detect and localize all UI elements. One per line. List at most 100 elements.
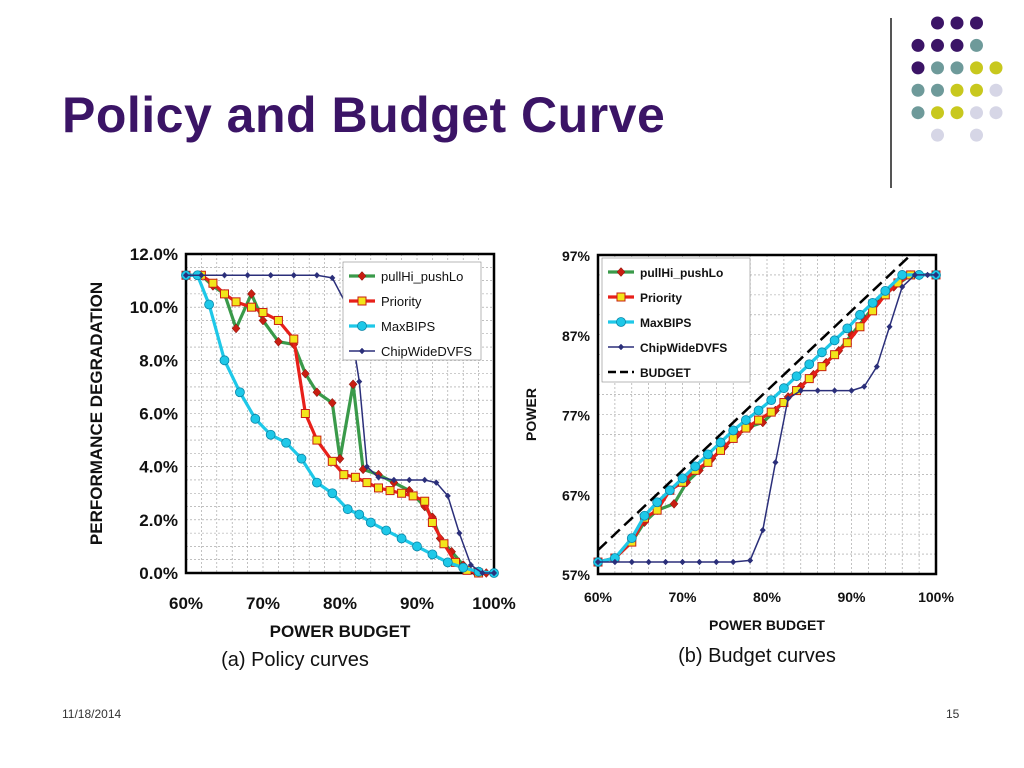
data-point (433, 479, 440, 486)
data-point (728, 433, 738, 443)
x-tick-label: 70% (246, 594, 280, 613)
series-line (186, 273, 495, 575)
data-point (444, 492, 451, 500)
data-point (817, 347, 827, 358)
data-point (385, 486, 395, 496)
data-point (830, 350, 840, 360)
legend-label: pullHi_pushLo (381, 269, 463, 284)
decorative-dot (931, 106, 944, 120)
data-point (814, 387, 821, 394)
data-point (342, 504, 353, 515)
x-tick-label: 60% (584, 589, 613, 605)
data-point (182, 271, 190, 279)
data-point (300, 409, 310, 418)
data-point (886, 323, 893, 331)
data-point (669, 498, 679, 509)
data-point (728, 425, 739, 436)
y-tick-label: 77% (562, 408, 591, 424)
y-tick-label: 12.0% (130, 245, 178, 264)
data-point (327, 397, 337, 408)
data-point (208, 278, 218, 288)
data-point (311, 477, 322, 488)
data-point (274, 336, 283, 347)
data-point (296, 453, 307, 464)
data-point (626, 533, 637, 544)
data-point (713, 558, 720, 566)
data-point (842, 338, 852, 348)
legend-label: Priority (381, 294, 422, 309)
data-point (339, 470, 349, 480)
decorative-dot (931, 38, 944, 52)
data-point (662, 558, 669, 566)
decorative-dot-grid (911, 16, 1003, 142)
decorative-dot (989, 61, 1003, 75)
data-point (759, 526, 766, 534)
x-tick-label: 80% (323, 594, 357, 613)
data-point (397, 488, 407, 498)
data-point (439, 539, 449, 549)
data-point (639, 510, 650, 521)
data-point (616, 317, 626, 327)
data-point (831, 387, 838, 394)
data-point (313, 271, 320, 279)
decorative-dot (970, 106, 983, 120)
legend-label: ChipWideDVFS (381, 344, 472, 359)
data-point (855, 322, 865, 332)
data-point (250, 413, 261, 424)
decorative-dot (950, 61, 964, 75)
decorative-dot (950, 83, 964, 97)
x-tick-label: 90% (400, 594, 434, 613)
data-point (880, 285, 891, 296)
x-tick-label: 100% (918, 589, 954, 605)
data-point (730, 558, 737, 566)
x-tick-label: 100% (472, 594, 515, 613)
legend-box (601, 257, 751, 383)
data-point (221, 271, 228, 279)
data-point (198, 271, 205, 279)
legend-label: ChipWideDVFS (640, 341, 727, 355)
decorative-dot (911, 38, 925, 52)
data-point (381, 525, 392, 536)
data-point (766, 395, 777, 406)
plot-frame (184, 252, 496, 575)
chart-caption: (a) Policy curves (221, 649, 369, 671)
plot-frame (596, 253, 938, 576)
data-point (778, 383, 789, 394)
legend-label: MaxBIPS (640, 316, 691, 330)
data-point (867, 297, 878, 308)
data-point (911, 271, 918, 279)
y-tick-label: 2.0% (139, 511, 178, 530)
data-point (327, 488, 338, 499)
data-point (747, 557, 754, 564)
decorative-dot (950, 106, 964, 120)
decorative-dot (950, 16, 964, 30)
x-axis-label: POWER BUDGET (270, 622, 411, 641)
data-point (817, 362, 827, 372)
decorative-divider (890, 18, 892, 188)
data-point (420, 496, 430, 506)
data-point (290, 271, 297, 279)
data-point (899, 283, 906, 291)
data-point (785, 395, 792, 402)
data-point (231, 323, 241, 334)
data-point (679, 558, 686, 566)
x-axis-label: POWER BUDGET (709, 617, 825, 633)
data-point (616, 267, 626, 277)
data-point (244, 271, 251, 279)
data-point (703, 457, 713, 467)
y-tick-label: 97% (562, 248, 591, 264)
data-point (357, 321, 367, 331)
data-point (754, 415, 764, 425)
data-point (301, 368, 310, 379)
y-tick-label: 67% (562, 487, 591, 503)
legend-label: MaxBIPS (381, 319, 436, 334)
data-point (396, 533, 407, 544)
y-axis-label: POWER (523, 388, 539, 441)
slide-page-number: 15 (946, 707, 960, 721)
legend-label: Priority (640, 291, 682, 305)
decorative-dot (911, 83, 925, 97)
data-point (421, 476, 428, 484)
data-point (312, 435, 322, 445)
slide-title: Policy and Budget Curve (62, 87, 666, 143)
decorative-dot (970, 83, 983, 97)
